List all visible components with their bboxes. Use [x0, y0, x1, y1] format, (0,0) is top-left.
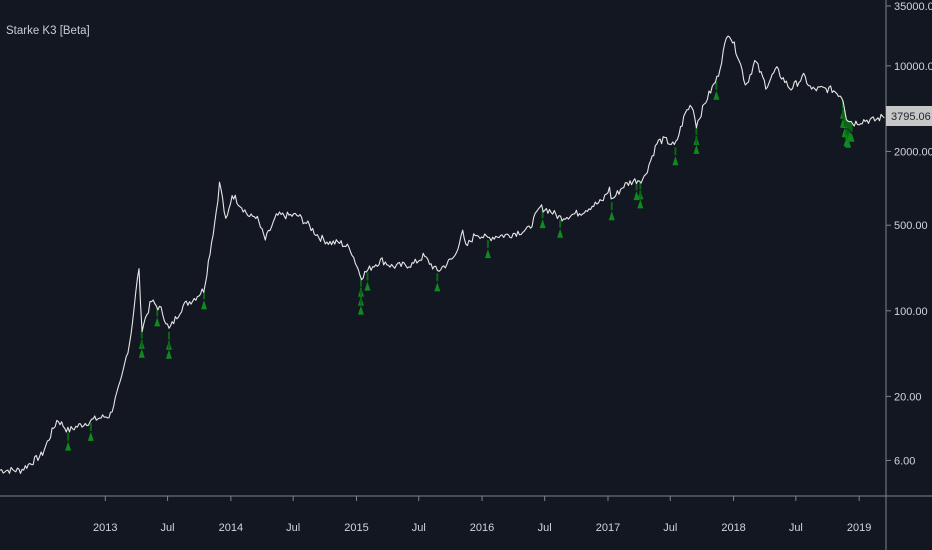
y-tick-label: 500.00 — [894, 220, 928, 232]
x-tick-label: 2016 — [470, 522, 494, 534]
buy-signal-arrow — [557, 228, 564, 238]
buy-signal-arrow — [848, 132, 855, 142]
y-tick-label: 35000.00 — [894, 1, 932, 13]
x-tick-label: Jul — [412, 522, 426, 534]
current-price-tag: 3795.06 — [886, 106, 932, 126]
y-tick-label: 2000.00 — [894, 146, 932, 158]
buy-signal-arrow — [154, 317, 161, 327]
buy-signal-arrow — [201, 300, 208, 310]
x-tick-label: 2019 — [847, 522, 871, 534]
buy-signal-arrow — [713, 90, 720, 100]
buy-signal-arrow — [357, 305, 364, 315]
x-tick-label: Jul — [789, 522, 803, 534]
x-tick-label: 2014 — [219, 522, 243, 534]
buy-signal-arrow — [165, 349, 172, 359]
buy-signal-arrow — [693, 144, 700, 154]
buy-signal-arrow — [608, 211, 615, 221]
buy-signal-arrow — [539, 219, 546, 229]
buy-signal-arrow — [87, 431, 94, 441]
time-axis[interactable]: 2013 Jul 2014 Jul 2015 Jul 2016 Jul 2017 Jul 2018 J… — [93, 496, 871, 534]
current-price-tag-bg — [886, 106, 932, 126]
x-tick-label: Jul — [286, 522, 300, 534]
x-tick-label: 2018 — [721, 522, 745, 534]
buy-signal-arrow — [434, 282, 441, 292]
price-axis[interactable]: 35000.00 10000.00 2000.00 500.00 100.00 20.00… — [886, 1, 932, 467]
buy-signal-arrow — [845, 138, 852, 148]
x-tick-label: Jul — [663, 522, 677, 534]
y-tick-label: 6.00 — [894, 455, 915, 467]
buy-signal-arrow — [484, 249, 491, 259]
indicator-title: Starke K3 [Beta] — [6, 25, 90, 37]
x-tick-label: 2013 — [93, 522, 117, 534]
current-price-label: 3795.06 — [891, 111, 931, 123]
x-tick-label: Jul — [538, 522, 552, 534]
y-tick-label: 20.00 — [894, 391, 922, 403]
buy-signal-arrow — [672, 156, 679, 166]
buy-signal-arrow — [637, 199, 644, 209]
buy-signal-arrow — [138, 348, 145, 358]
x-tick-label: Jul — [161, 522, 175, 534]
y-tick-label: 100.00 — [894, 306, 928, 318]
buy-signal-arrow — [364, 281, 371, 291]
y-tick-label: 10000.00 — [894, 61, 932, 73]
signal-markers — [65, 81, 855, 451]
x-tick-label: 2015 — [344, 522, 368, 534]
buy-signal-arrow — [65, 441, 72, 451]
x-tick-label: 2017 — [596, 522, 620, 534]
price-series-line — [0, 35, 885, 474]
